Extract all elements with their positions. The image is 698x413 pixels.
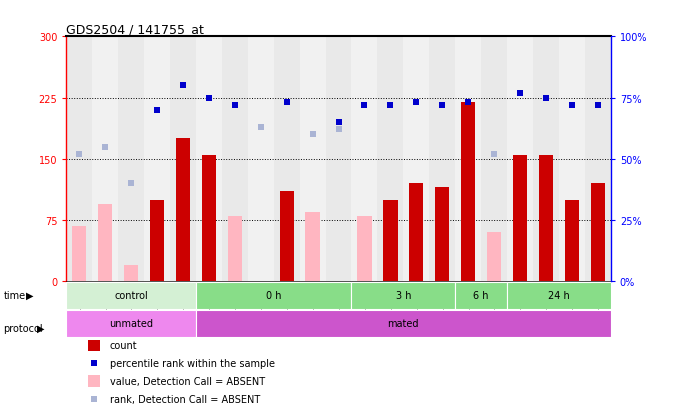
Text: mated: mated bbox=[387, 318, 419, 329]
Text: time: time bbox=[3, 290, 26, 300]
Bar bbox=[279, 192, 294, 282]
Bar bbox=[487, 233, 501, 282]
Text: 24 h: 24 h bbox=[548, 291, 570, 301]
Bar bbox=[72, 226, 87, 282]
Bar bbox=[306, 212, 320, 282]
Bar bbox=[196, 37, 222, 282]
Bar bbox=[383, 200, 398, 282]
Bar bbox=[92, 37, 118, 282]
Bar bbox=[228, 216, 242, 282]
Bar bbox=[539, 155, 553, 282]
Bar bbox=[585, 37, 611, 282]
Bar bbox=[66, 37, 92, 282]
Bar bbox=[88, 375, 100, 387]
Bar bbox=[429, 37, 455, 282]
Bar bbox=[88, 340, 100, 351]
Text: count: count bbox=[110, 340, 138, 350]
Text: GDS2504 / 141755_at: GDS2504 / 141755_at bbox=[66, 23, 205, 36]
Bar bbox=[455, 282, 507, 309]
Bar bbox=[403, 37, 429, 282]
Bar bbox=[202, 155, 216, 282]
Bar bbox=[455, 37, 481, 282]
Bar bbox=[150, 200, 164, 282]
Bar bbox=[118, 37, 144, 282]
Bar bbox=[325, 37, 352, 282]
Bar bbox=[378, 37, 403, 282]
Text: ▶: ▶ bbox=[37, 323, 45, 333]
Text: protocol: protocol bbox=[3, 323, 43, 333]
Bar bbox=[196, 282, 352, 309]
Text: percentile rank within the sample: percentile rank within the sample bbox=[110, 358, 275, 368]
Bar bbox=[352, 37, 378, 282]
Bar bbox=[533, 37, 559, 282]
Bar bbox=[222, 37, 248, 282]
Text: value, Detection Call = ABSENT: value, Detection Call = ABSENT bbox=[110, 376, 265, 386]
Bar bbox=[357, 216, 371, 282]
Text: ▶: ▶ bbox=[26, 290, 34, 300]
Bar bbox=[513, 155, 527, 282]
Bar bbox=[559, 37, 585, 282]
Bar bbox=[170, 37, 196, 282]
Bar bbox=[507, 282, 611, 309]
Bar bbox=[409, 184, 424, 282]
Bar bbox=[144, 37, 170, 282]
Bar bbox=[299, 37, 325, 282]
Bar bbox=[507, 37, 533, 282]
Bar bbox=[98, 204, 112, 282]
Bar bbox=[352, 282, 455, 309]
Text: control: control bbox=[114, 291, 148, 301]
Bar bbox=[274, 37, 299, 282]
Bar bbox=[66, 282, 196, 309]
Text: 6 h: 6 h bbox=[473, 291, 489, 301]
Bar bbox=[461, 102, 475, 282]
Bar bbox=[176, 139, 190, 282]
Text: rank, Detection Call = ABSENT: rank, Detection Call = ABSENT bbox=[110, 394, 260, 404]
Bar bbox=[66, 310, 196, 337]
Text: unmated: unmated bbox=[109, 318, 153, 329]
Bar bbox=[124, 265, 138, 282]
Text: 3 h: 3 h bbox=[396, 291, 411, 301]
Bar bbox=[435, 188, 450, 282]
Bar bbox=[591, 184, 605, 282]
Bar bbox=[248, 37, 274, 282]
Bar bbox=[565, 200, 579, 282]
Text: 0 h: 0 h bbox=[266, 291, 281, 301]
Bar bbox=[481, 37, 507, 282]
Bar bbox=[196, 310, 611, 337]
